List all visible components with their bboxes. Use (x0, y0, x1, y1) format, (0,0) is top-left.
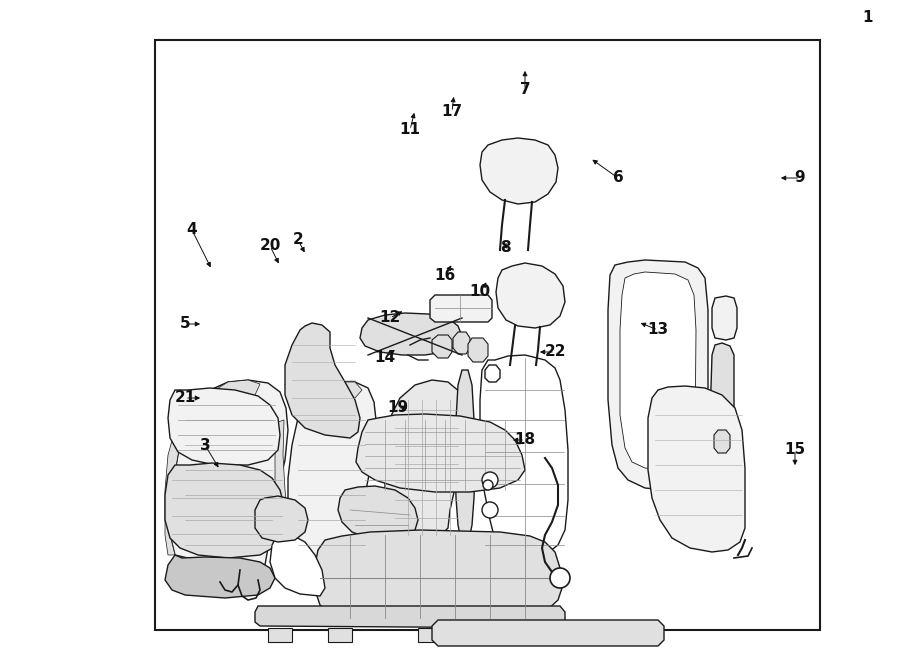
Polygon shape (288, 382, 376, 560)
Polygon shape (528, 628, 552, 642)
Polygon shape (455, 370, 475, 545)
Polygon shape (483, 628, 507, 642)
Polygon shape (712, 296, 737, 340)
Text: 9: 9 (795, 171, 806, 186)
Text: 10: 10 (470, 284, 490, 299)
Polygon shape (255, 606, 565, 628)
Text: 1: 1 (863, 11, 873, 26)
Polygon shape (453, 332, 470, 354)
Polygon shape (165, 425, 185, 555)
Text: 16: 16 (435, 268, 455, 282)
Polygon shape (432, 335, 452, 358)
Bar (155, 40, 820, 630)
Polygon shape (338, 486, 418, 540)
Text: 3: 3 (200, 438, 211, 453)
Polygon shape (168, 388, 280, 465)
Circle shape (483, 480, 493, 490)
Polygon shape (485, 365, 500, 382)
Text: 7: 7 (519, 83, 530, 98)
Polygon shape (215, 380, 260, 400)
Polygon shape (315, 530, 562, 620)
Text: 2: 2 (292, 233, 303, 247)
Circle shape (482, 502, 498, 518)
Text: 8: 8 (500, 241, 510, 256)
Text: 18: 18 (515, 432, 536, 447)
Text: 14: 14 (374, 350, 396, 366)
Text: 12: 12 (380, 311, 400, 325)
Polygon shape (432, 620, 664, 646)
Polygon shape (360, 313, 462, 355)
Polygon shape (480, 138, 558, 204)
Text: 21: 21 (175, 391, 195, 405)
Text: 6: 6 (613, 171, 624, 186)
Text: 17: 17 (441, 104, 463, 120)
Polygon shape (385, 380, 465, 542)
Polygon shape (328, 628, 352, 642)
Polygon shape (270, 534, 325, 596)
Polygon shape (285, 323, 360, 438)
Polygon shape (165, 555, 275, 598)
Polygon shape (328, 382, 362, 400)
Polygon shape (170, 380, 288, 575)
Polygon shape (268, 628, 292, 642)
Text: 4: 4 (186, 223, 197, 237)
Text: 13: 13 (647, 323, 669, 338)
Polygon shape (710, 343, 734, 540)
Polygon shape (608, 260, 708, 490)
Polygon shape (275, 420, 292, 540)
Text: 22: 22 (544, 344, 566, 360)
Polygon shape (356, 414, 525, 492)
Polygon shape (480, 355, 568, 560)
Polygon shape (418, 628, 442, 642)
Polygon shape (255, 496, 308, 542)
Circle shape (550, 568, 570, 588)
Polygon shape (355, 537, 398, 572)
Text: 5: 5 (180, 317, 190, 332)
Text: 11: 11 (400, 122, 420, 137)
Polygon shape (468, 338, 488, 362)
Polygon shape (496, 263, 565, 328)
Polygon shape (714, 430, 730, 453)
Circle shape (482, 472, 498, 488)
Polygon shape (620, 272, 696, 470)
Polygon shape (165, 463, 285, 558)
Polygon shape (648, 386, 745, 552)
Text: 19: 19 (387, 401, 409, 416)
Polygon shape (430, 295, 492, 322)
Text: 20: 20 (259, 239, 281, 254)
Text: 15: 15 (785, 442, 806, 457)
